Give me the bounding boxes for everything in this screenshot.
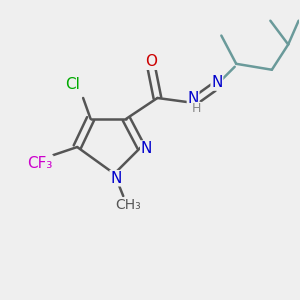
Text: N: N [211,75,223,90]
Text: CF₃: CF₃ [27,156,53,171]
Text: N: N [110,171,122,186]
Text: H: H [192,103,201,116]
Text: N: N [188,92,199,106]
Text: N: N [141,141,152,156]
Text: CH₃: CH₃ [116,198,142,212]
Text: O: O [146,54,158,69]
Text: Cl: Cl [65,77,80,92]
